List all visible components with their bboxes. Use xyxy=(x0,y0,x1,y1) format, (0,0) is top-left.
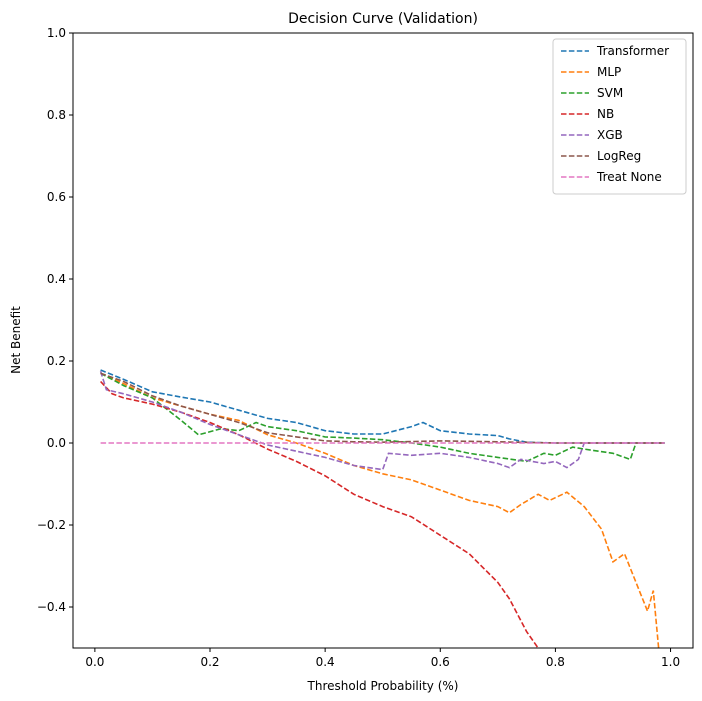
y-tick-label: −0.2 xyxy=(37,518,66,532)
legend-entry: Treat None xyxy=(596,170,662,184)
legend-entry: Transformer xyxy=(596,44,669,58)
series-line-mlp xyxy=(100,372,660,648)
x-tick-label: 0.6 xyxy=(431,655,450,669)
x-tick-label: 0.8 xyxy=(546,655,565,669)
x-tick-label: 0.2 xyxy=(200,655,219,669)
series-line-svm xyxy=(100,372,665,463)
x-tick-label: 0.0 xyxy=(85,655,104,669)
y-tick-label: −0.4 xyxy=(37,600,66,614)
chart-title: Decision Curve (Validation) xyxy=(288,11,478,27)
series-line-nb xyxy=(100,380,539,648)
y-tick-label: 0.8 xyxy=(47,108,66,122)
plot-area: 0.0 0.2 0.4 0.6 0.8 1.0 −0.4 −0.2 0.0 0.2 0.4 0.6 0.… xyxy=(37,26,694,669)
y-tick-label: 1.0 xyxy=(47,26,66,40)
legend-entry: XGB xyxy=(597,128,623,142)
x-axis-label: Threshold Probability (%) xyxy=(307,679,459,693)
x-tick-label: 1.0 xyxy=(661,655,680,669)
legend-entry: SVM xyxy=(597,86,623,100)
x-tick-label: 0.4 xyxy=(316,655,335,669)
legend: Transformer MLP SVM NB XGB LogReg Treat None xyxy=(552,38,687,195)
series-line-logreg xyxy=(100,372,665,444)
y-tick-label: 0.6 xyxy=(47,190,66,204)
y-tick-label: 0.4 xyxy=(47,272,66,286)
series-lines xyxy=(99,369,665,648)
series-line-xgb xyxy=(99,371,665,471)
y-tick-label: 0.0 xyxy=(47,436,66,450)
y-axis-label: Net Benefit xyxy=(9,306,23,374)
legend-entry: MLP xyxy=(597,65,621,79)
legend-entry: NB xyxy=(597,107,614,121)
y-tick-label: 0.2 xyxy=(47,354,66,368)
legend-entry: LogReg xyxy=(597,149,641,163)
axes-frame xyxy=(72,32,694,649)
